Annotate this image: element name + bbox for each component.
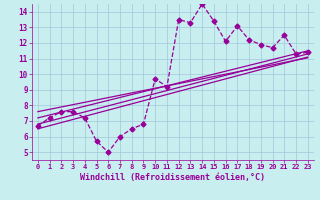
X-axis label: Windchill (Refroidissement éolien,°C): Windchill (Refroidissement éolien,°C) (80, 173, 265, 182)
